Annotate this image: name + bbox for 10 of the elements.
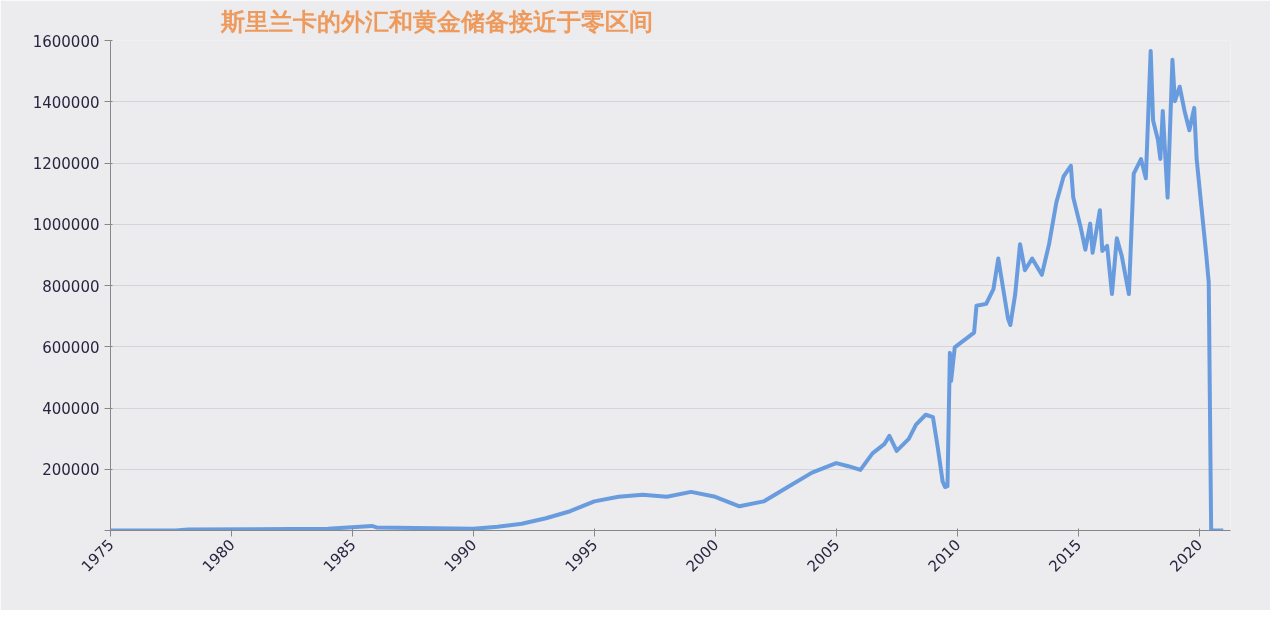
y-tick-label: 600000 xyxy=(42,338,100,357)
chart-title: 斯里兰卡的外汇和黄金储备接近于零区间 xyxy=(219,7,653,36)
y-tick-label: 200000 xyxy=(42,461,100,480)
line-series xyxy=(110,48,1226,531)
y-tick-label: 400000 xyxy=(42,400,100,418)
y-tick-label: 800000 xyxy=(42,277,100,296)
y-tick-label: 1000000 xyxy=(32,216,100,235)
y-tick-label: 1400000 xyxy=(32,93,100,112)
y-tick-label: 1600000 xyxy=(32,32,100,51)
y-tick-label: 1200000 xyxy=(32,155,100,173)
